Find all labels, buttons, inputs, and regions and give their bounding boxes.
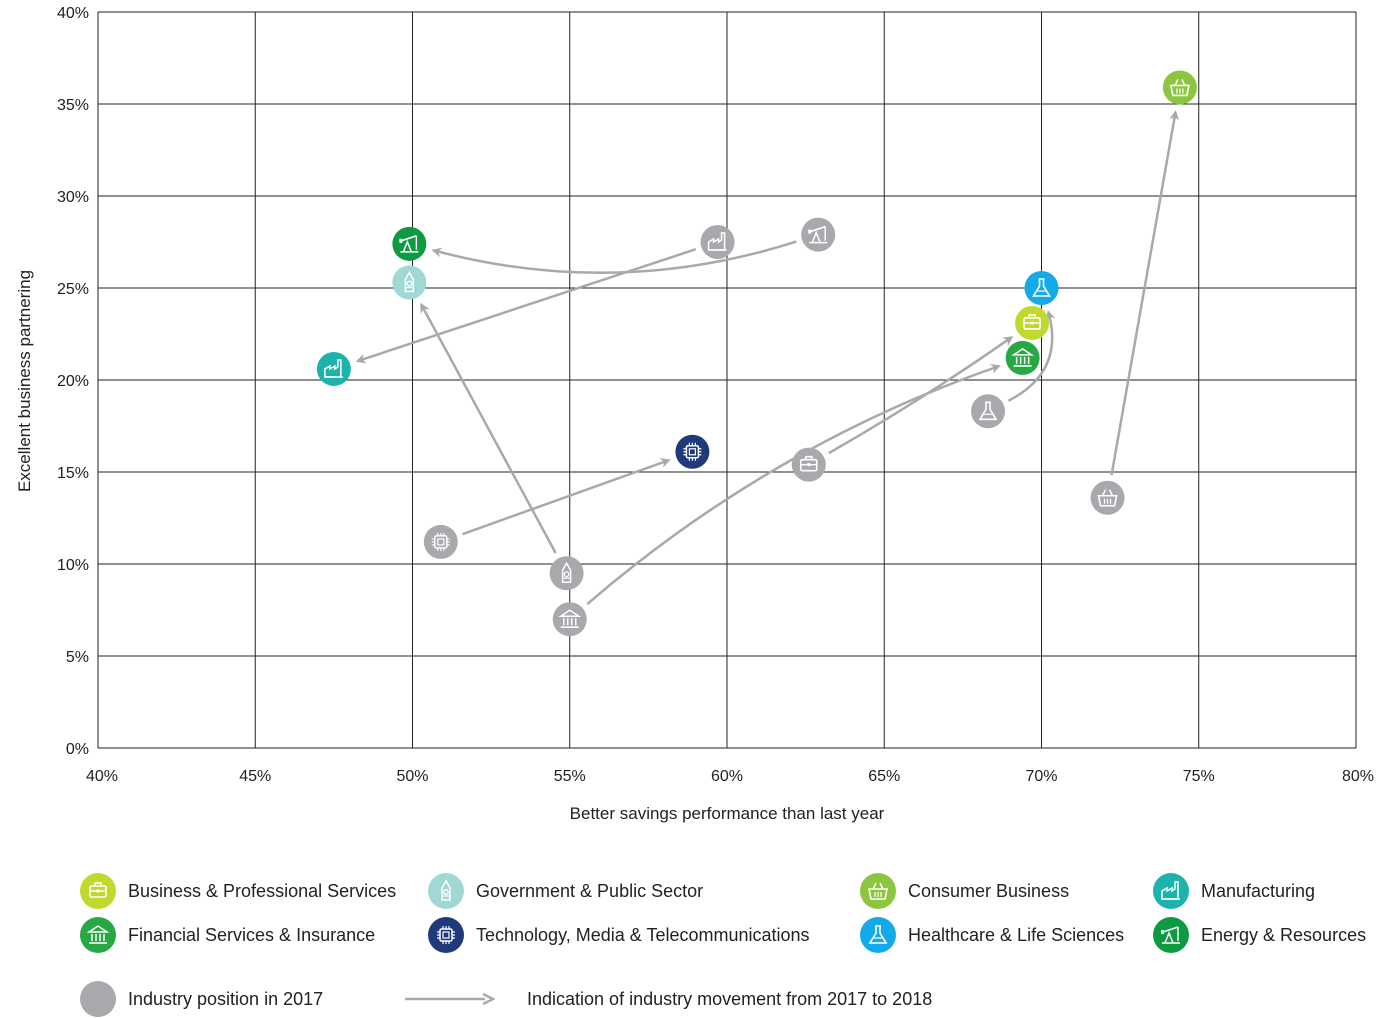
point-marker xyxy=(1090,480,1125,515)
oil-pump-icon xyxy=(399,235,419,253)
point-2017 xyxy=(791,447,826,482)
data-points xyxy=(316,70,1197,637)
y-tick-label: 5% xyxy=(66,649,89,666)
point-2018 xyxy=(1005,340,1040,375)
point-2018 xyxy=(392,265,427,300)
x-tick-label: 65% xyxy=(868,768,900,785)
movement-arrow xyxy=(431,240,797,275)
point-marker xyxy=(700,225,735,259)
x-tick-label: 45% xyxy=(239,768,271,785)
y-tick-label: 35% xyxy=(57,97,89,114)
y-tick-label: 15% xyxy=(57,465,89,482)
point-2018 xyxy=(316,351,351,386)
flask-icon xyxy=(1032,278,1051,297)
point-2017 xyxy=(700,225,735,259)
point-marker xyxy=(971,394,1006,429)
point-marker xyxy=(392,265,427,300)
bank-icon xyxy=(1011,348,1035,367)
y-tick-label: 20% xyxy=(57,373,89,390)
point-marker xyxy=(801,217,836,252)
movement-arrow xyxy=(355,248,697,364)
y-tick-label: 10% xyxy=(57,557,89,574)
factory-icon xyxy=(324,359,343,378)
chip-icon xyxy=(431,532,450,551)
grid xyxy=(97,11,1357,749)
oil-pump-icon xyxy=(808,225,828,244)
point-marker xyxy=(423,524,458,559)
tower-icon xyxy=(561,561,572,583)
chip-icon xyxy=(683,442,702,461)
point-2018 xyxy=(1162,70,1197,105)
point-marker xyxy=(1162,70,1197,105)
y-tick-label: 30% xyxy=(57,189,89,206)
movement-arrow xyxy=(586,364,1001,606)
y-tick-label: 40% xyxy=(57,5,89,22)
point-marker xyxy=(675,434,710,469)
flask-icon xyxy=(978,401,998,421)
point-2018 xyxy=(675,434,710,469)
point-2018 xyxy=(1024,271,1059,305)
y-axis-title: Excellent business partnering xyxy=(15,270,34,492)
point-marker xyxy=(552,602,587,637)
x-tick-label: 75% xyxy=(1183,768,1215,785)
movement-arrow xyxy=(420,302,557,554)
point-2018 xyxy=(392,226,427,261)
x-tick-label: 50% xyxy=(396,768,428,785)
briefcase-icon xyxy=(1023,314,1041,330)
x-tick-label: 60% xyxy=(711,768,743,785)
y-tick-label: 0% xyxy=(66,741,89,758)
point-2017 xyxy=(971,394,1006,429)
movement-arrow xyxy=(1007,310,1056,402)
movement-arrows xyxy=(355,110,1180,606)
x-tick-label: 55% xyxy=(554,768,586,785)
point-marker xyxy=(1024,271,1059,305)
x-tick-label: 40% xyxy=(86,768,118,785)
x-axis-title: Better savings performance than last yea… xyxy=(570,804,885,823)
point-2017 xyxy=(801,217,836,252)
basket-icon xyxy=(1097,489,1118,507)
movement-arrow xyxy=(1110,110,1180,476)
y-tick-label: 25% xyxy=(57,281,89,298)
point-2017 xyxy=(549,556,584,591)
x-tick-label: 70% xyxy=(1025,768,1057,785)
briefcase-icon xyxy=(799,455,818,472)
x-tick-label: 80% xyxy=(1342,768,1374,785)
point-2017 xyxy=(1090,480,1125,515)
point-marker xyxy=(392,226,427,261)
bank-icon xyxy=(558,609,582,629)
point-marker xyxy=(1005,340,1040,375)
tower-icon xyxy=(404,270,415,293)
point-2018 xyxy=(1015,305,1050,340)
factory-icon xyxy=(707,232,727,251)
tick-labels: 40% 45% 50% 55% 60% 65% 70% 75% 80% 0% 5% 10% 15% 20%… xyxy=(57,5,1374,785)
movement-arrow xyxy=(462,458,671,536)
point-marker xyxy=(549,556,584,591)
point-2017 xyxy=(423,524,458,559)
point-2017 xyxy=(552,602,587,637)
point-marker xyxy=(316,351,351,386)
basket-icon xyxy=(1169,79,1190,97)
